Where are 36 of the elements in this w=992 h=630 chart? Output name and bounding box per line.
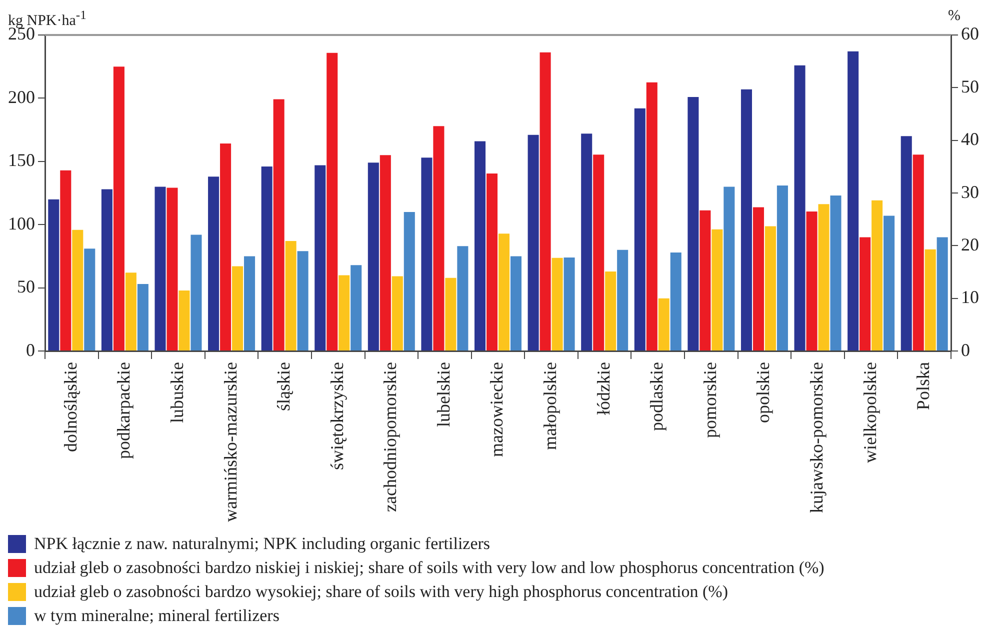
x-tick-label: łódzkie bbox=[593, 362, 614, 416]
y2-axis-title: % bbox=[948, 8, 960, 25]
y2-tick-label: 60 bbox=[961, 24, 979, 44]
x-tick-label: śląskie bbox=[274, 362, 294, 412]
x-tick-label: podlaskie bbox=[646, 362, 667, 432]
x-tick-label: wielkopolskie bbox=[860, 362, 880, 464]
x-tick-label: Polska bbox=[913, 362, 934, 410]
legend-label: udział gleb o zasobności bardzo wysokiej; share of soils with very high phosphorus concentration (%) bbox=[34, 581, 728, 603]
y-tick-label: 0 bbox=[26, 340, 35, 360]
legend-label: NPK łącznie z naw. naturalnymi; NPK including organic fertilizers bbox=[34, 533, 490, 555]
x-tick-label: pomorskie bbox=[700, 362, 720, 438]
x-tick-label: świętokrzyskie bbox=[326, 362, 347, 470]
y2-tick-label: 50 bbox=[961, 76, 979, 96]
bar bbox=[848, 51, 859, 351]
legend-label: udział gleb o zasobności bardzo niskiej i niskiej; share of soils with very low and low phosphorus concentration (%) bbox=[34, 557, 824, 579]
y2-tick-label: 30 bbox=[961, 182, 979, 202]
y2-tick-label: 20 bbox=[961, 234, 979, 254]
y-tick-label: 200 bbox=[8, 86, 35, 107]
y2-tick-label: 40 bbox=[961, 129, 979, 150]
x-tick-label: podkarpackie bbox=[114, 362, 134, 459]
legend-label: w tym mineralne; mineral fertilizers bbox=[34, 605, 280, 627]
y-tick-label: 150 bbox=[8, 150, 35, 170]
y-tick-label: 50 bbox=[17, 276, 35, 297]
x-tick-label: lubuskie bbox=[166, 362, 187, 424]
x-tick-label: dolnośląskie bbox=[60, 362, 80, 452]
y2-tick-label: 0 bbox=[961, 340, 970, 360]
x-tick-label: opolskie bbox=[753, 362, 774, 424]
x-tick-label: mazowieckie bbox=[486, 362, 507, 457]
x-tick-label: zachodniopomorskie bbox=[380, 362, 400, 512]
x-tick-label: lubelskie bbox=[433, 362, 454, 428]
x-tick-label: małopolskie bbox=[540, 362, 560, 450]
x-tick-label: kujawsko-pomorskie bbox=[806, 362, 826, 514]
y2-tick-label: 10 bbox=[961, 287, 979, 308]
x-tick-label: warmińsko-mazurskie bbox=[220, 362, 240, 522]
bar bbox=[794, 65, 806, 351]
y-tick-label: 100 bbox=[8, 213, 35, 234]
